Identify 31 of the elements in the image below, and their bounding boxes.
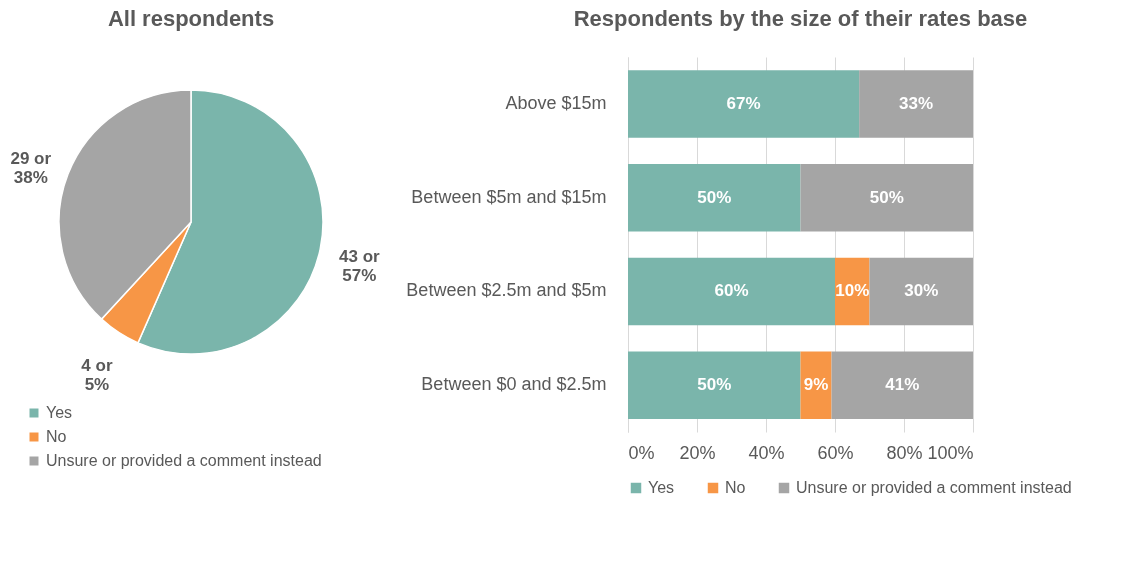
x-tick-label: 80% bbox=[886, 442, 923, 463]
data-label: 41% bbox=[885, 375, 920, 395]
data-label: 50% bbox=[697, 187, 732, 207]
y-tick-label: Between $5m and $15m bbox=[411, 186, 607, 207]
data-label: 10% bbox=[835, 281, 870, 301]
y-tick-label: Between $2.5m and $5m bbox=[406, 280, 607, 301]
chart-title: All respondents bbox=[107, 6, 275, 31]
x-tick-label: 60% bbox=[817, 442, 854, 463]
legend-label: Yes bbox=[648, 479, 675, 496]
chart-title: Respondents by the size of their rates base bbox=[573, 6, 1028, 31]
data-label: 50% bbox=[869, 187, 904, 207]
x-tick-label: 40% bbox=[748, 442, 785, 463]
legend-label: No bbox=[725, 479, 746, 496]
legend-label: Unsure or provided a comment instead bbox=[46, 452, 322, 469]
legend-label: Unsure or provided a comment instead bbox=[796, 479, 1072, 496]
legend-label: No bbox=[46, 428, 67, 445]
x-tick-label: 0% bbox=[628, 442, 655, 463]
data-label: 29 or 38% bbox=[10, 149, 52, 188]
x-tick-label: 20% bbox=[679, 442, 716, 463]
y-tick-label: Above $15m bbox=[505, 92, 607, 113]
data-label: 33% bbox=[899, 93, 934, 113]
data-label: 50% bbox=[697, 375, 732, 395]
data-label: 60% bbox=[714, 281, 749, 301]
data-label: 30% bbox=[904, 281, 939, 301]
x-tick-label: 100% bbox=[927, 442, 974, 463]
y-tick-label: Between $0 and $2.5m bbox=[421, 374, 607, 395]
data-label: 9% bbox=[803, 375, 829, 395]
legend-label: Yes bbox=[46, 404, 73, 421]
data-label: 43 or 57% bbox=[339, 247, 381, 286]
data-label: 67% bbox=[726, 93, 761, 113]
data-label: 4 or 5% bbox=[81, 355, 113, 394]
